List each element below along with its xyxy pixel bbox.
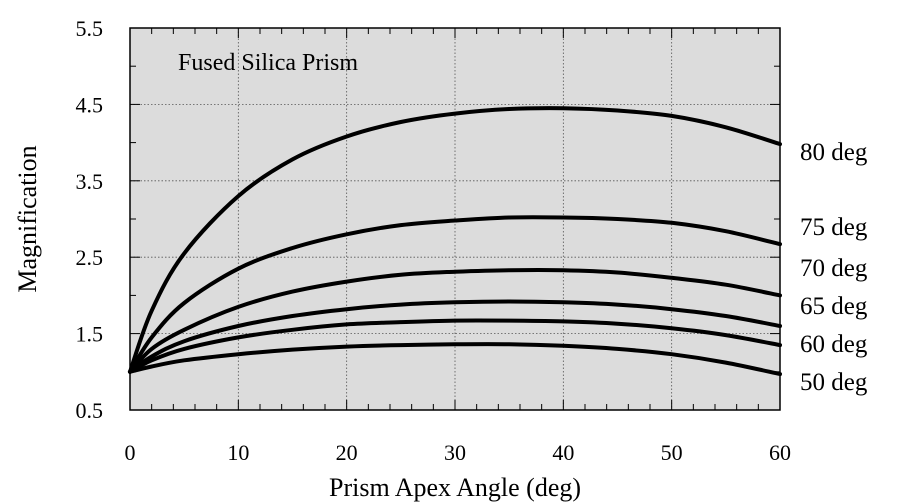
series-label-70-deg: 70 deg [800, 255, 868, 282]
series-label-80-deg: 80 deg [800, 139, 868, 166]
series-line-65-deg [128, 299, 782, 374]
series-lines [128, 106, 782, 377]
y-tick-label: 0.5 [76, 398, 104, 423]
series-label-65-deg: 65 deg [800, 293, 868, 320]
y-axis-title: Magnification [13, 145, 42, 292]
series-line-80-deg [128, 106, 782, 374]
x-tick-label: 40 [552, 440, 574, 465]
series-label-50-deg: 50 deg [800, 369, 868, 396]
series-line-70-deg [128, 267, 782, 374]
x-tick-label: 50 [661, 440, 683, 465]
x-tick-label: 10 [227, 440, 249, 465]
y-tick-labels: 0.5 1.5 2.5 3.5 4.5 5.5 [76, 16, 104, 423]
series-labels: 80 deg 75 deg 70 deg 65 deg 60 deg 50 deg [800, 139, 868, 396]
x-axis-title: Prism Apex Angle (deg) [329, 473, 581, 502]
x-tick-label: 60 [769, 440, 791, 465]
plot-frame [129, 27, 781, 411]
y-tick-label: 5.5 [76, 16, 104, 41]
x-tick-label: 30 [444, 440, 466, 465]
y-tick-label: 4.5 [76, 92, 104, 117]
x-tick-label: 20 [336, 440, 358, 465]
y-tick-label: 2.5 [76, 245, 104, 270]
series-line-60-deg [128, 318, 782, 374]
series-line-50-deg [128, 342, 782, 377]
series-label-75-deg: 75 deg [800, 214, 868, 241]
chart-title: Fused Silica Prism [178, 50, 358, 76]
grid-lines [130, 28, 780, 410]
y-tick-label: 1.5 [76, 322, 104, 347]
y-tick-label: 3.5 [76, 169, 104, 194]
series-line-75-deg [128, 215, 782, 374]
series-label-60-deg: 60 deg [800, 331, 868, 358]
x-tick-label: 0 [125, 440, 136, 465]
x-tick-labels: 0 10 20 30 40 50 60 [125, 440, 792, 465]
